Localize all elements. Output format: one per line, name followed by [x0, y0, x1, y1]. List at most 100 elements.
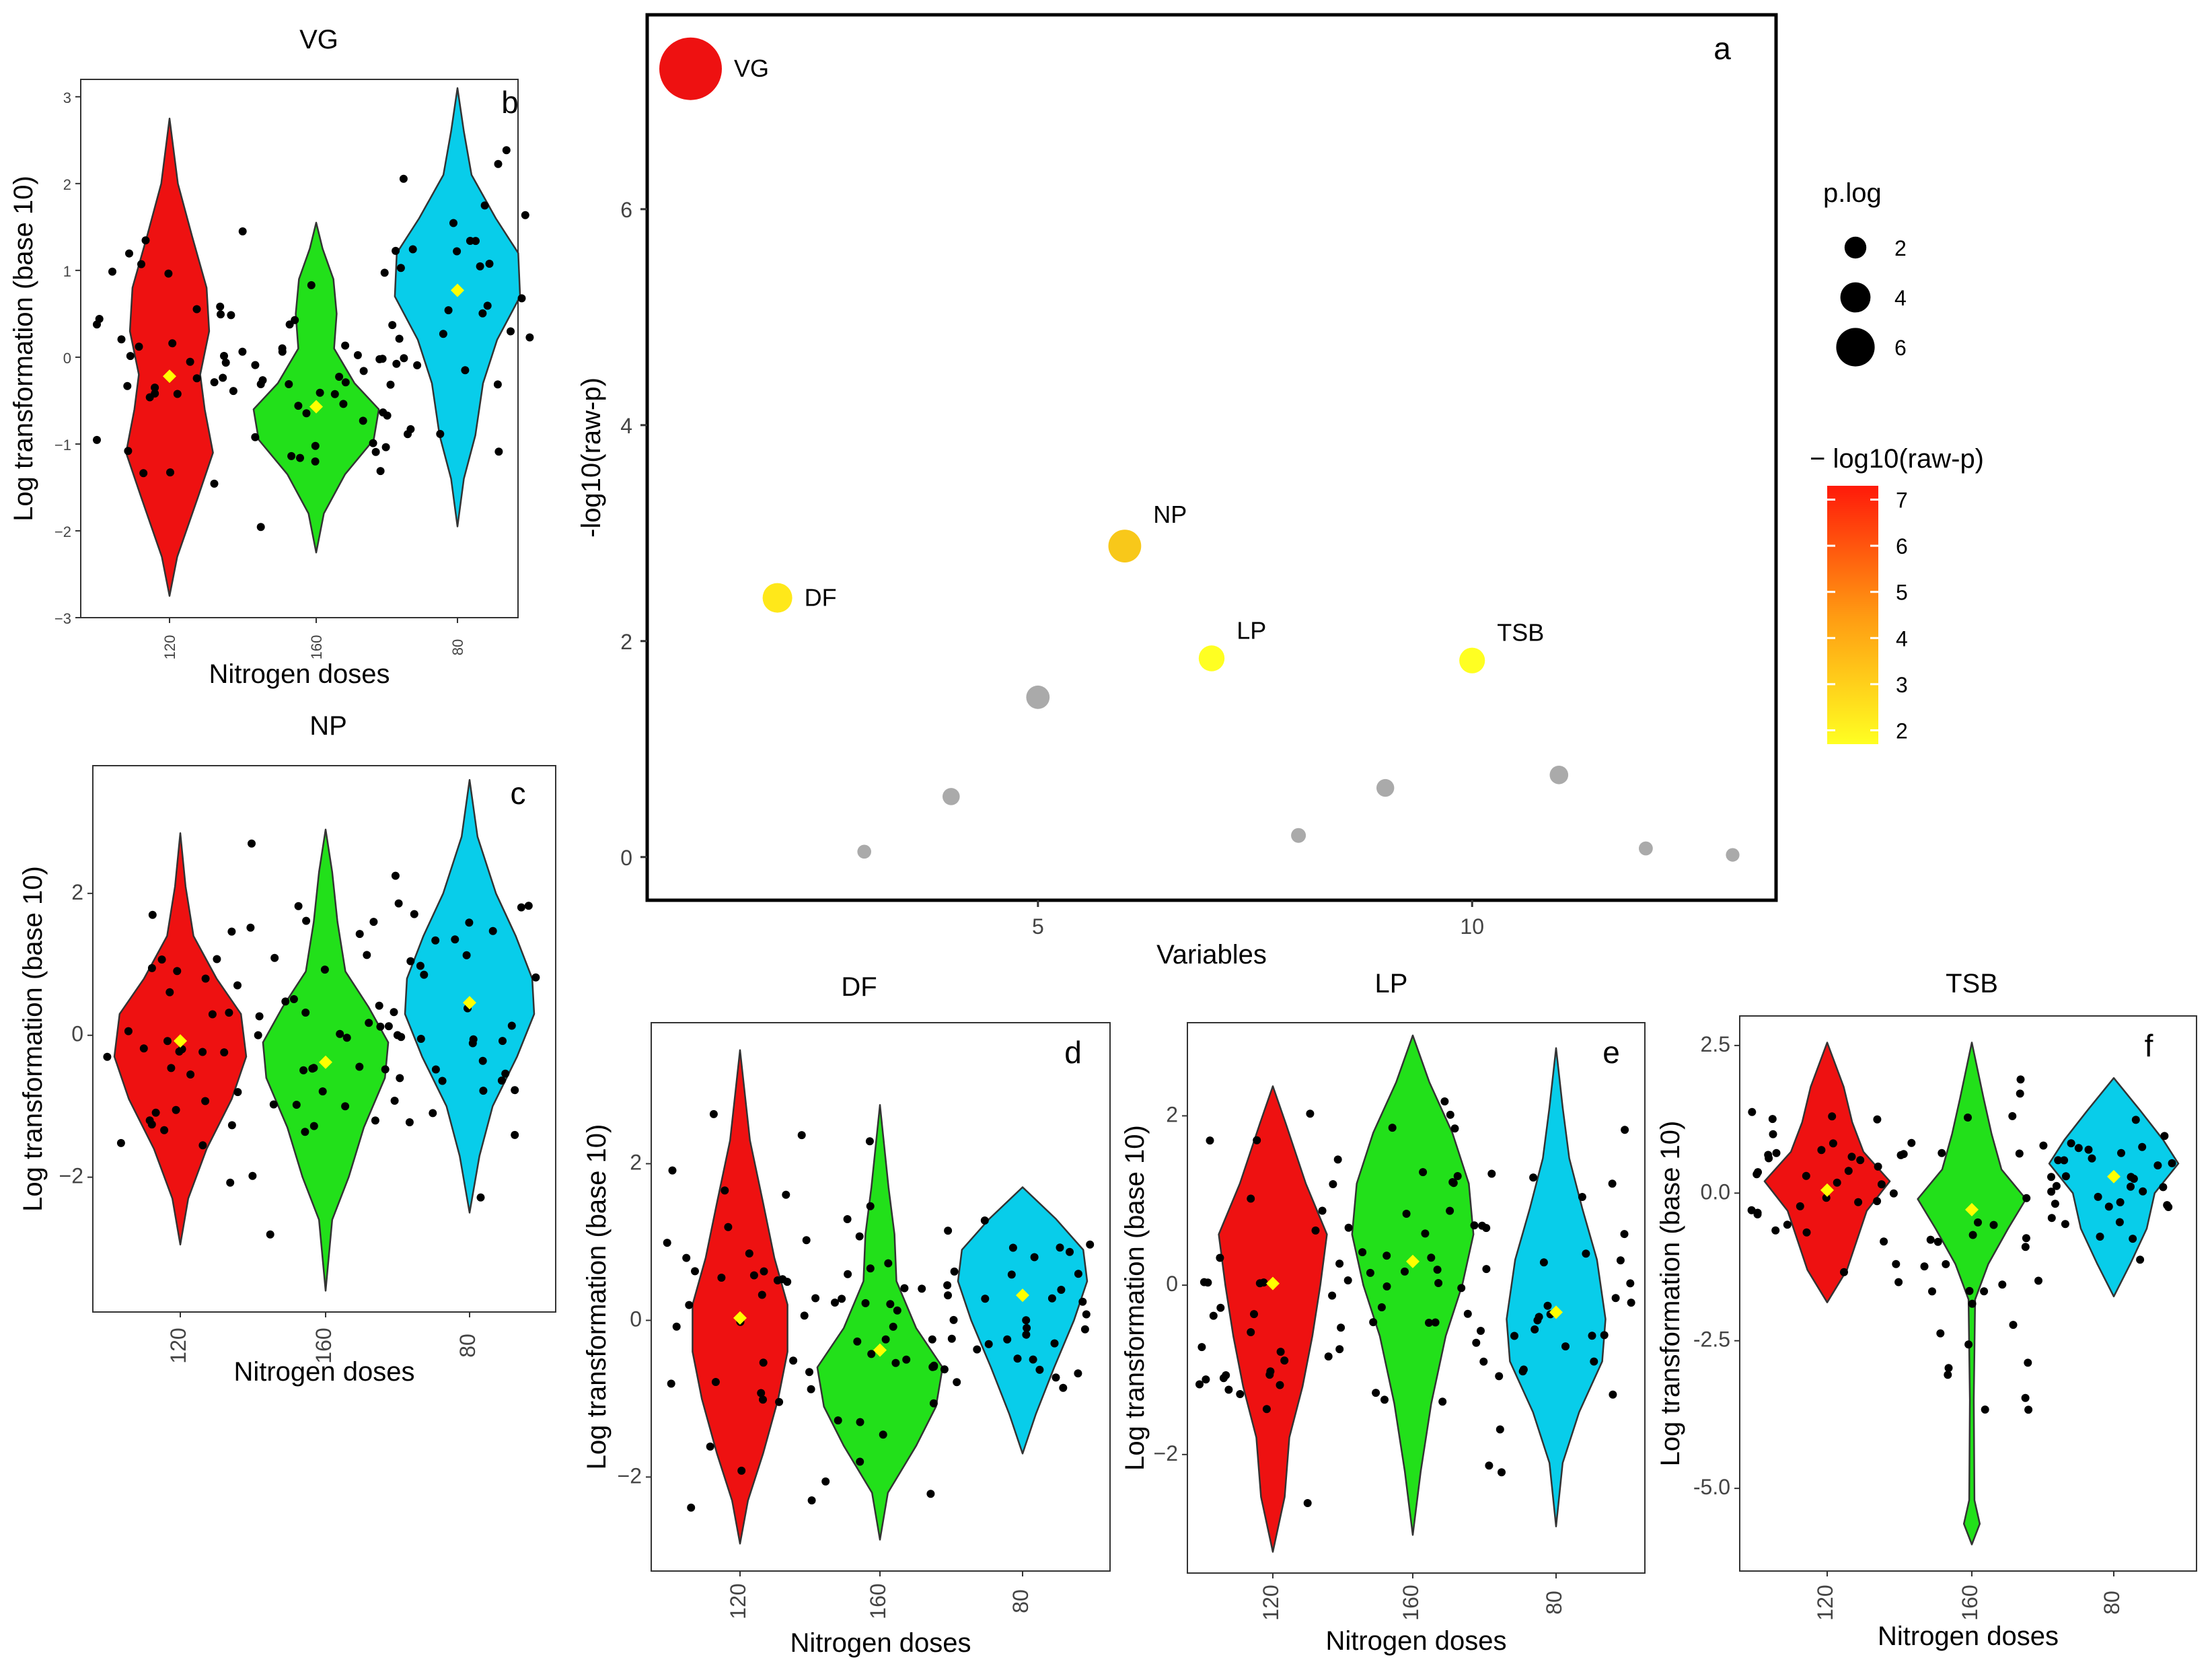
data-point [238, 227, 247, 235]
data-point [225, 1009, 233, 1017]
data-point [2021, 1393, 2030, 1402]
data-point [1324, 1352, 1333, 1361]
data-point [251, 433, 260, 441]
violin-160 [252, 221, 380, 554]
data-point [291, 316, 299, 324]
data-point [759, 1395, 767, 1404]
color-legend-value: 5 [1896, 581, 1908, 605]
data-point [900, 1284, 909, 1292]
data-point [2129, 1235, 2137, 1243]
data-point [478, 1056, 487, 1065]
data-point [2034, 1276, 2042, 1285]
data-point [1600, 1331, 1609, 1340]
data-point [219, 373, 227, 382]
data-point [444, 306, 453, 315]
panel-title: DF [841, 972, 877, 1002]
point-label: NP [1153, 501, 1187, 528]
data-point [2074, 1144, 2083, 1153]
data-point [947, 1334, 956, 1343]
data-point [2131, 1116, 2140, 1124]
data-point [1335, 1345, 1344, 1354]
panel-title: VG [299, 25, 338, 54]
data-point [266, 1230, 274, 1239]
data-point [497, 1077, 506, 1085]
data-point [392, 246, 400, 255]
data-point [1796, 1202, 1804, 1210]
data-point [1337, 1323, 1345, 1332]
data-point [797, 1131, 806, 1140]
data-point [717, 1274, 726, 1282]
y-tick-label: 2 [63, 176, 71, 193]
data-point [1518, 1367, 1527, 1376]
data-point [1771, 1226, 1780, 1235]
panel-e: LP e −2 0 2 Log transformation (base 10) Nitro… [1120, 969, 1646, 1656]
data-point [478, 309, 487, 318]
data-point [1608, 1179, 1617, 1188]
mean-marker [163, 369, 176, 384]
data-point [233, 1088, 242, 1097]
data-point [1609, 1390, 1617, 1399]
data-point [2127, 1173, 2135, 1181]
panel-title: TSB [1946, 969, 1998, 998]
size-legend-key [1840, 282, 1871, 313]
y-tick-label: 4 [620, 414, 632, 438]
data-point [476, 262, 484, 270]
point-label: TSB [1497, 619, 1544, 647]
data-point [396, 1074, 404, 1083]
data-point [775, 1397, 784, 1406]
data-point [1328, 1291, 1337, 1300]
data-point [1754, 1168, 1762, 1177]
data-point [866, 1202, 875, 1210]
data-point [1856, 1156, 1865, 1165]
y-tick-label: 3 [63, 89, 71, 106]
data-point [2061, 1172, 2070, 1181]
data-point [1920, 1262, 1929, 1271]
data-point [1611, 1294, 1620, 1303]
data-point [335, 373, 344, 381]
data-point [517, 903, 525, 912]
y-tick-label: 2 [630, 1151, 642, 1175]
data-point [173, 967, 182, 976]
data-point [502, 146, 511, 155]
panel-label: c [511, 776, 526, 811]
data-point [439, 330, 447, 338]
data-point [269, 1100, 278, 1109]
data-point [1453, 1172, 1462, 1180]
data-point [1377, 1303, 1386, 1311]
data-point [217, 310, 225, 319]
data-point [691, 1267, 699, 1276]
data-point [1936, 1329, 1945, 1338]
mean-marker [873, 1343, 887, 1357]
data-point [1892, 1260, 1901, 1268]
data-point [2127, 1182, 2135, 1191]
data-point [289, 995, 298, 1003]
data-point [342, 1033, 351, 1042]
data-point [1889, 1189, 1898, 1198]
data-point [856, 1457, 864, 1466]
data-point [227, 1121, 236, 1130]
data-point [405, 1118, 414, 1126]
data-point [1769, 1130, 1777, 1138]
data-point [201, 1097, 210, 1105]
data-point [866, 1264, 875, 1273]
data-point [2094, 1192, 2102, 1201]
data-point [369, 439, 377, 447]
data-point [1421, 1229, 1430, 1238]
data-point [981, 1295, 990, 1303]
data-point [929, 1399, 938, 1408]
data-point [944, 1291, 952, 1300]
y-tick-label: −2 [618, 1463, 642, 1488]
data-point [229, 387, 237, 396]
data-point [330, 390, 339, 398]
data-point [1222, 1371, 1230, 1379]
data-point [139, 469, 148, 478]
x-axis-label: Variables [1156, 940, 1267, 970]
data-point [1008, 1243, 1017, 1252]
data-point [137, 260, 145, 268]
variable-point [659, 37, 722, 100]
data-point [449, 219, 457, 227]
data-point [365, 1019, 373, 1027]
data-point [254, 1031, 262, 1040]
data-point [1195, 1380, 1204, 1389]
x-tick-label: 160 [308, 635, 325, 660]
